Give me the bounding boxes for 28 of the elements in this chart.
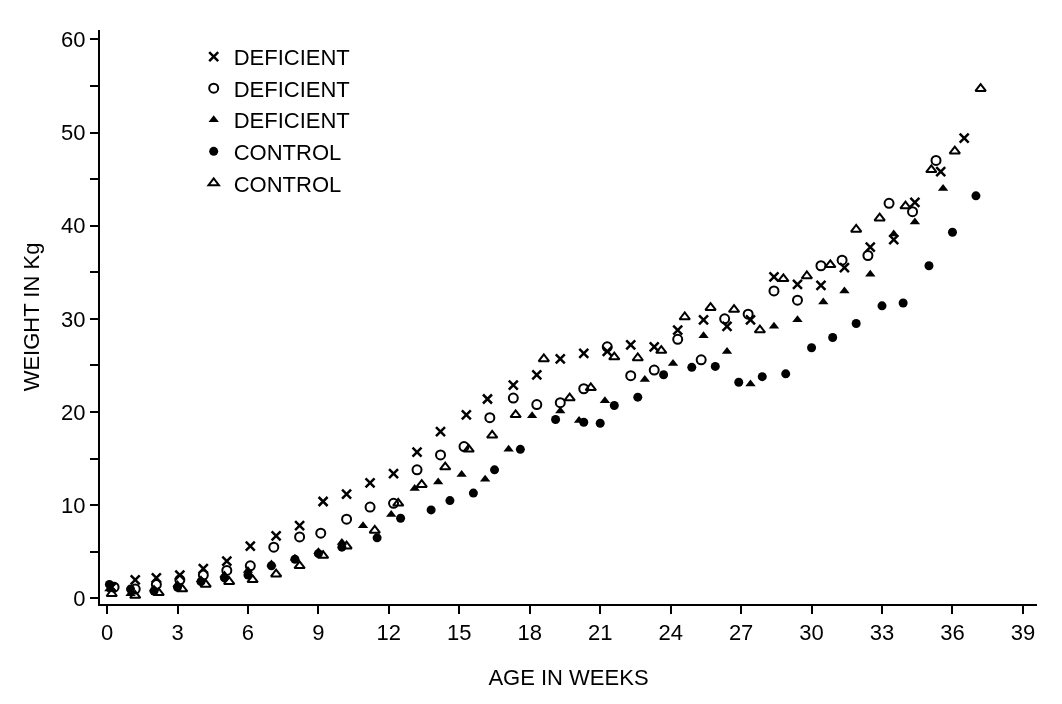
y-tick-label: 20 <box>61 399 86 425</box>
x-tick-label: 39 <box>1010 620 1036 646</box>
x-tick-label: 15 <box>447 620 472 646</box>
y-tick-label: 10 <box>61 492 86 518</box>
y-tick-label: 50 <box>61 120 86 146</box>
y-tick-label: 30 <box>61 306 86 332</box>
x-tick-label: 0 <box>100 620 114 646</box>
legend-label: CONTROL <box>233 171 342 197</box>
x-tick-label: 36 <box>940 620 965 646</box>
x-tick-label: 30 <box>799 620 824 646</box>
y-axis-title: WEIGHT IN Kg <box>19 242 45 392</box>
x-tick-label: 9 <box>312 620 325 646</box>
legend-label: DEFICIENT <box>233 76 350 102</box>
legend-label: DEFICIENT <box>233 45 350 71</box>
legend-label: DEFICIENT <box>233 108 350 134</box>
x-tick-label: 27 <box>728 620 754 646</box>
y-tick-label: 60 <box>61 27 86 53</box>
x-tick-label: 33 <box>869 620 895 646</box>
x-tick-label: 18 <box>517 620 542 646</box>
x-tick-label: 3 <box>171 620 184 646</box>
x-tick-label: 12 <box>376 620 402 646</box>
x-tick-label: 6 <box>241 620 255 646</box>
y-tick-label: 0 <box>73 586 86 612</box>
legend-label: CONTROL <box>233 139 342 165</box>
x-tick-label: 21 <box>587 620 613 646</box>
y-tick-label: 40 <box>61 213 86 239</box>
x-tick-label: 24 <box>658 620 683 646</box>
x-axis-title: AGE IN WEEKS <box>488 664 649 690</box>
